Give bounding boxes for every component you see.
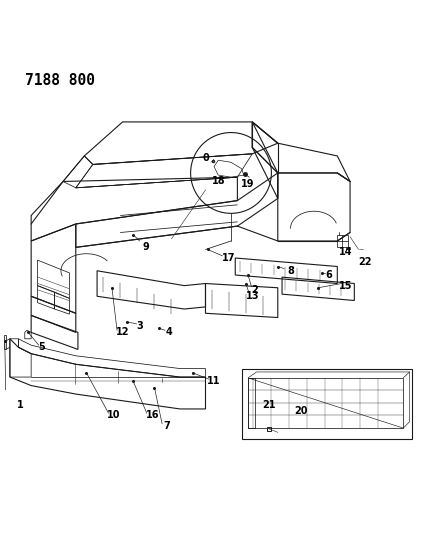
Text: 12: 12 [116,327,129,337]
Bar [242,368,412,439]
Text: 7: 7 [164,421,171,431]
Text: 2: 2 [251,285,258,295]
Text: 21: 21 [262,400,276,410]
Text: 4: 4 [166,327,173,337]
Text: 3: 3 [136,321,143,331]
Text: 19: 19 [241,179,255,189]
Text: 16: 16 [146,410,159,421]
Text: 20: 20 [294,406,308,416]
Text: 0: 0 [202,153,209,163]
Text: 15: 15 [339,281,353,290]
Text: 7188 800: 7188 800 [25,73,95,88]
Text: 10: 10 [107,410,121,421]
Text: 5: 5 [39,342,45,352]
Text: 22: 22 [358,257,372,267]
Text: 13: 13 [246,291,259,301]
Text: 8: 8 [287,266,294,276]
Text: 14: 14 [339,247,353,256]
Text: 1: 1 [17,400,24,410]
Text: 9: 9 [143,243,149,252]
Text: 18: 18 [211,176,225,187]
Text: 6: 6 [325,270,332,280]
Text: 17: 17 [222,253,236,263]
Text: 11: 11 [207,376,221,386]
